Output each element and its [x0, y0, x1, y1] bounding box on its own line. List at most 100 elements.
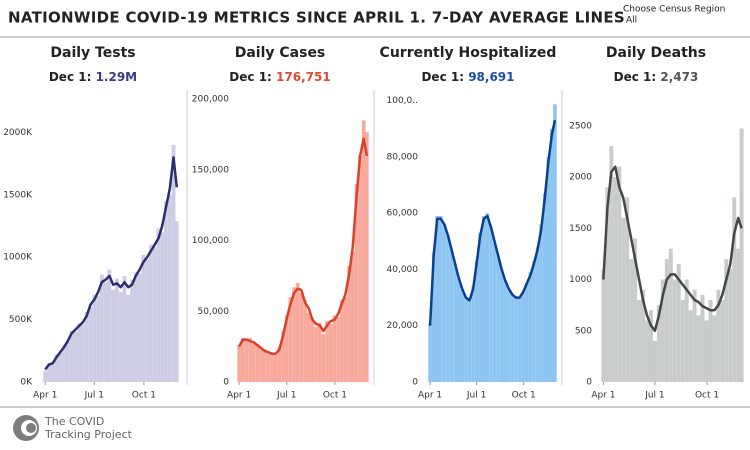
bar — [126, 294, 131, 382]
y-tick-label: 200,000 — [192, 95, 229, 105]
y-tick-label: 0K — [20, 378, 33, 388]
bar — [358, 155, 362, 382]
bar — [99, 274, 104, 382]
x-tick-label: Jul 1 — [84, 391, 104, 401]
panel-title: Daily Deaths — [606, 45, 706, 61]
logo-text: The COVID — [44, 415, 104, 428]
bar — [528, 272, 533, 382]
average-line — [44, 156, 179, 371]
bar — [84, 312, 89, 382]
bar — [496, 255, 500, 382]
x-tick-label: Jul 1 — [466, 391, 486, 401]
bar — [716, 289, 721, 382]
bar — [428, 322, 432, 382]
bar — [321, 333, 326, 382]
bar — [295, 283, 300, 382]
bar — [350, 251, 355, 382]
bar — [672, 279, 677, 382]
bar — [535, 246, 540, 382]
bar — [656, 305, 661, 382]
bar — [240, 338, 245, 382]
bar — [739, 128, 744, 382]
bar — [54, 354, 59, 382]
bar — [284, 315, 289, 382]
panel-title: Currently Hospitalized — [380, 45, 557, 61]
bar — [625, 197, 630, 382]
bar — [65, 342, 70, 382]
x-tick-label: Oct 1 — [695, 391, 719, 401]
bar — [343, 297, 348, 382]
bar — [553, 104, 557, 383]
latest-value: 176,751 — [276, 70, 331, 84]
bar — [167, 194, 172, 382]
bar — [160, 232, 165, 382]
bar — [471, 286, 475, 382]
y-tick-label: 2000 — [569, 173, 592, 183]
latest-label: Dec 1: — [614, 70, 657, 84]
bar — [449, 249, 454, 382]
panel-title: Daily Cases — [235, 45, 326, 61]
latest-line: Dec 1: 1.29M — [49, 70, 137, 84]
bar — [507, 289, 511, 382]
latest-line: Dec 1: 176,751 — [229, 70, 330, 84]
bar — [145, 259, 150, 382]
bar — [141, 254, 146, 382]
bar — [648, 310, 653, 382]
y-tick-label: 2000K — [3, 128, 33, 138]
bar — [478, 232, 483, 382]
bar — [601, 269, 606, 382]
bar — [299, 292, 304, 382]
bar — [339, 300, 344, 382]
y-tick-label: 0 — [412, 378, 418, 388]
bar — [637, 300, 642, 382]
bar — [244, 341, 249, 382]
bar — [708, 300, 713, 382]
bar — [633, 238, 638, 382]
bar — [464, 297, 468, 382]
bar — [325, 321, 329, 382]
y-tick-label: 1500K — [3, 190, 33, 200]
bar — [111, 289, 116, 382]
bar — [668, 248, 673, 382]
bar — [266, 353, 271, 382]
bar — [660, 279, 665, 382]
filter-label[interactable]: Choose Census Region — [623, 5, 725, 15]
latest-value: 98,691 — [468, 70, 514, 84]
bar — [281, 331, 285, 382]
bar — [133, 272, 138, 382]
bar — [310, 318, 315, 382]
y-tick-label: 500K — [9, 315, 33, 325]
x-tick-label: Jul 1 — [644, 391, 664, 401]
latest-label: Dec 1: — [49, 70, 92, 84]
y-tick-label: 60,000 — [387, 209, 419, 219]
y-tick-label: 2500 — [569, 121, 592, 131]
bar — [521, 291, 525, 382]
bar — [492, 241, 497, 382]
y-tick-label: 1500 — [569, 224, 592, 234]
x-tick-label: Apr 1 — [418, 391, 442, 401]
filter-value[interactable]: All — [626, 16, 637, 26]
bar — [609, 146, 614, 382]
bar — [503, 280, 508, 382]
x-tick-label: Apr 1 — [591, 391, 615, 401]
bar — [69, 330, 74, 382]
bar — [546, 156, 551, 382]
bar — [456, 277, 461, 382]
bar — [720, 300, 725, 382]
bar — [88, 307, 93, 382]
bar — [259, 349, 263, 382]
bar — [724, 259, 729, 382]
y-tick-label: 40,000 — [387, 265, 419, 275]
bar — [704, 320, 709, 382]
average-line — [602, 165, 743, 333]
bar — [728, 269, 733, 382]
bar — [442, 224, 447, 382]
bar — [467, 300, 472, 382]
bar — [446, 235, 450, 382]
bar — [732, 197, 737, 382]
y-tick-label: 100,000 — [192, 236, 229, 246]
bar — [336, 316, 340, 382]
bar — [453, 263, 457, 382]
bar — [115, 278, 119, 382]
